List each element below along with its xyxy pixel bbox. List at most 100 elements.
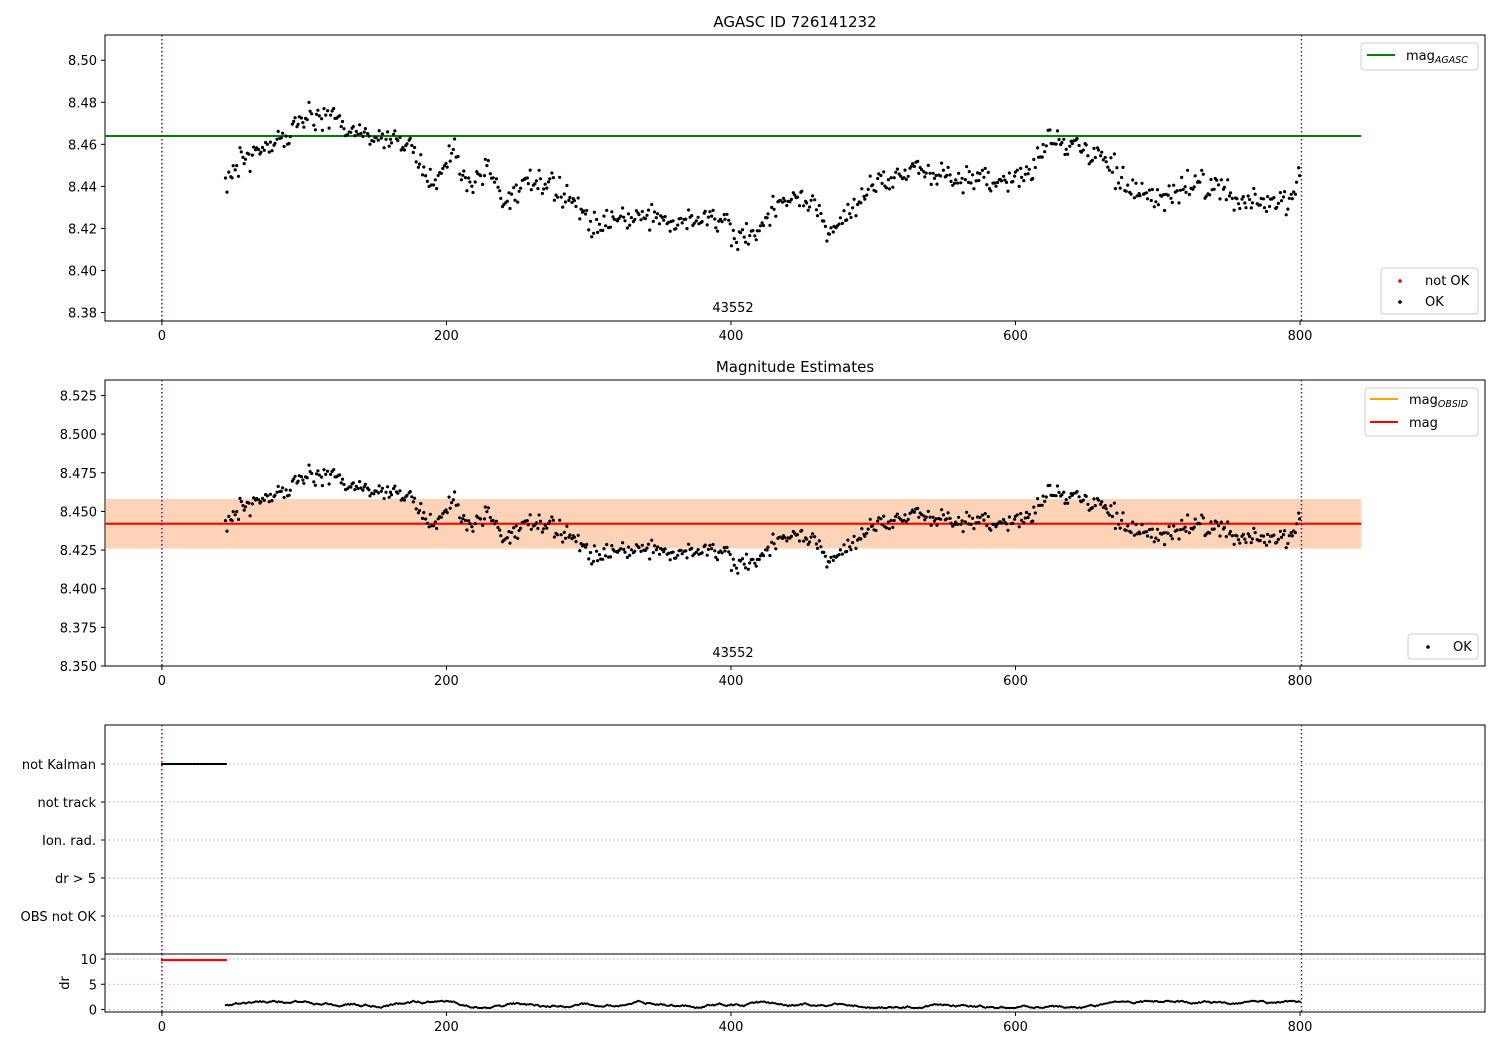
ok-point bbox=[732, 563, 736, 567]
ok-point bbox=[929, 182, 933, 186]
ok-point bbox=[884, 526, 889, 530]
ok-point bbox=[1181, 527, 1185, 531]
ok-point bbox=[302, 125, 306, 129]
ok-point bbox=[450, 501, 454, 505]
ok-point bbox=[456, 154, 460, 159]
ok-point bbox=[922, 514, 926, 518]
ok-point bbox=[851, 206, 855, 210]
ok-point bbox=[1149, 535, 1153, 539]
ok-point bbox=[243, 505, 248, 509]
ok-point bbox=[705, 223, 709, 227]
ok-point bbox=[662, 218, 666, 222]
ok-point bbox=[696, 548, 700, 552]
ok-point bbox=[305, 118, 309, 122]
ok-point bbox=[886, 520, 891, 524]
ok-point bbox=[848, 212, 852, 216]
p1-xtick-label: 0 bbox=[158, 329, 166, 344]
ok-point bbox=[376, 491, 380, 495]
ok-point bbox=[1138, 194, 1142, 198]
ok-point bbox=[578, 217, 582, 221]
ok-point bbox=[897, 172, 901, 176]
ok-point bbox=[1241, 195, 1245, 199]
ok-point bbox=[1155, 527, 1160, 531]
ok-point bbox=[608, 225, 613, 229]
ok-point bbox=[1116, 522, 1121, 526]
ok-point bbox=[640, 209, 644, 214]
ok-point bbox=[340, 119, 345, 124]
ok-point bbox=[424, 174, 428, 178]
ok-point bbox=[230, 176, 234, 180]
ok-point bbox=[1152, 540, 1156, 544]
ok-point bbox=[694, 219, 698, 223]
ok-point bbox=[751, 557, 755, 561]
ok-point bbox=[1041, 142, 1045, 147]
ok-point bbox=[546, 180, 551, 184]
ok-point bbox=[757, 229, 761, 233]
ok-point bbox=[508, 206, 512, 211]
ok-point bbox=[610, 544, 614, 548]
p4-xtick-label: 200 bbox=[434, 1020, 459, 1035]
ok-point bbox=[1166, 531, 1170, 535]
dr-point bbox=[1299, 1000, 1302, 1003]
ok-point bbox=[445, 165, 449, 169]
ok-point bbox=[1228, 191, 1233, 195]
ok-point bbox=[971, 173, 975, 177]
ok-point bbox=[602, 547, 606, 551]
ok-point bbox=[1013, 517, 1017, 521]
ok-point bbox=[424, 517, 428, 521]
ok-point bbox=[417, 162, 422, 166]
ok-point bbox=[648, 557, 652, 561]
ok-point bbox=[965, 510, 969, 514]
p4-ytick-label: 10 bbox=[80, 953, 97, 968]
ok-point bbox=[894, 514, 898, 519]
ok-point bbox=[1248, 534, 1252, 539]
ok-point bbox=[288, 488, 292, 492]
ok-point bbox=[999, 179, 1004, 183]
ok-point bbox=[316, 108, 320, 112]
ok-point bbox=[1166, 193, 1170, 197]
ok-point bbox=[1054, 142, 1058, 146]
ok-point bbox=[1281, 195, 1286, 199]
ok-point bbox=[1253, 531, 1257, 535]
ok-point bbox=[789, 197, 794, 201]
ok-point bbox=[1218, 534, 1222, 538]
ok-point bbox=[491, 518, 495, 523]
p2-ytick-label: 8.475 bbox=[60, 467, 97, 482]
ok-point bbox=[1092, 497, 1096, 501]
p2-xtick-label: 200 bbox=[434, 674, 459, 689]
ok-point bbox=[895, 512, 900, 516]
legend-not-ok-label: not OK bbox=[1425, 274, 1470, 289]
ok-point bbox=[806, 208, 810, 212]
ok-point bbox=[765, 216, 769, 220]
ok-point bbox=[868, 517, 872, 521]
ok-point bbox=[886, 178, 891, 182]
ok-point bbox=[227, 170, 231, 174]
ok-point bbox=[1183, 185, 1187, 189]
ok-point bbox=[994, 525, 998, 529]
ok-point bbox=[948, 173, 952, 177]
ok-point bbox=[1162, 193, 1166, 197]
ok-point bbox=[814, 542, 819, 546]
ok-point bbox=[710, 214, 714, 218]
ok-point bbox=[1103, 504, 1107, 508]
ok-point bbox=[252, 145, 256, 149]
ok-point bbox=[1150, 527, 1154, 531]
ok-point bbox=[1104, 160, 1108, 164]
ok-point bbox=[461, 517, 465, 521]
ok-point bbox=[1024, 510, 1029, 514]
ok-point bbox=[558, 518, 562, 522]
ok-point bbox=[270, 499, 274, 503]
ok-point bbox=[330, 109, 334, 113]
ok-point bbox=[340, 477, 345, 481]
ok-point bbox=[1278, 529, 1282, 534]
ok-point bbox=[1290, 534, 1294, 538]
ok-point bbox=[1266, 195, 1270, 199]
ok-point bbox=[1292, 190, 1296, 194]
ok-point bbox=[420, 516, 425, 521]
ok-point bbox=[993, 522, 997, 526]
p1-ytick-label: 8.42 bbox=[68, 222, 97, 237]
ok-point bbox=[562, 192, 566, 196]
ok-point bbox=[327, 126, 331, 130]
ok-point bbox=[797, 539, 802, 543]
ok-point bbox=[482, 517, 487, 521]
